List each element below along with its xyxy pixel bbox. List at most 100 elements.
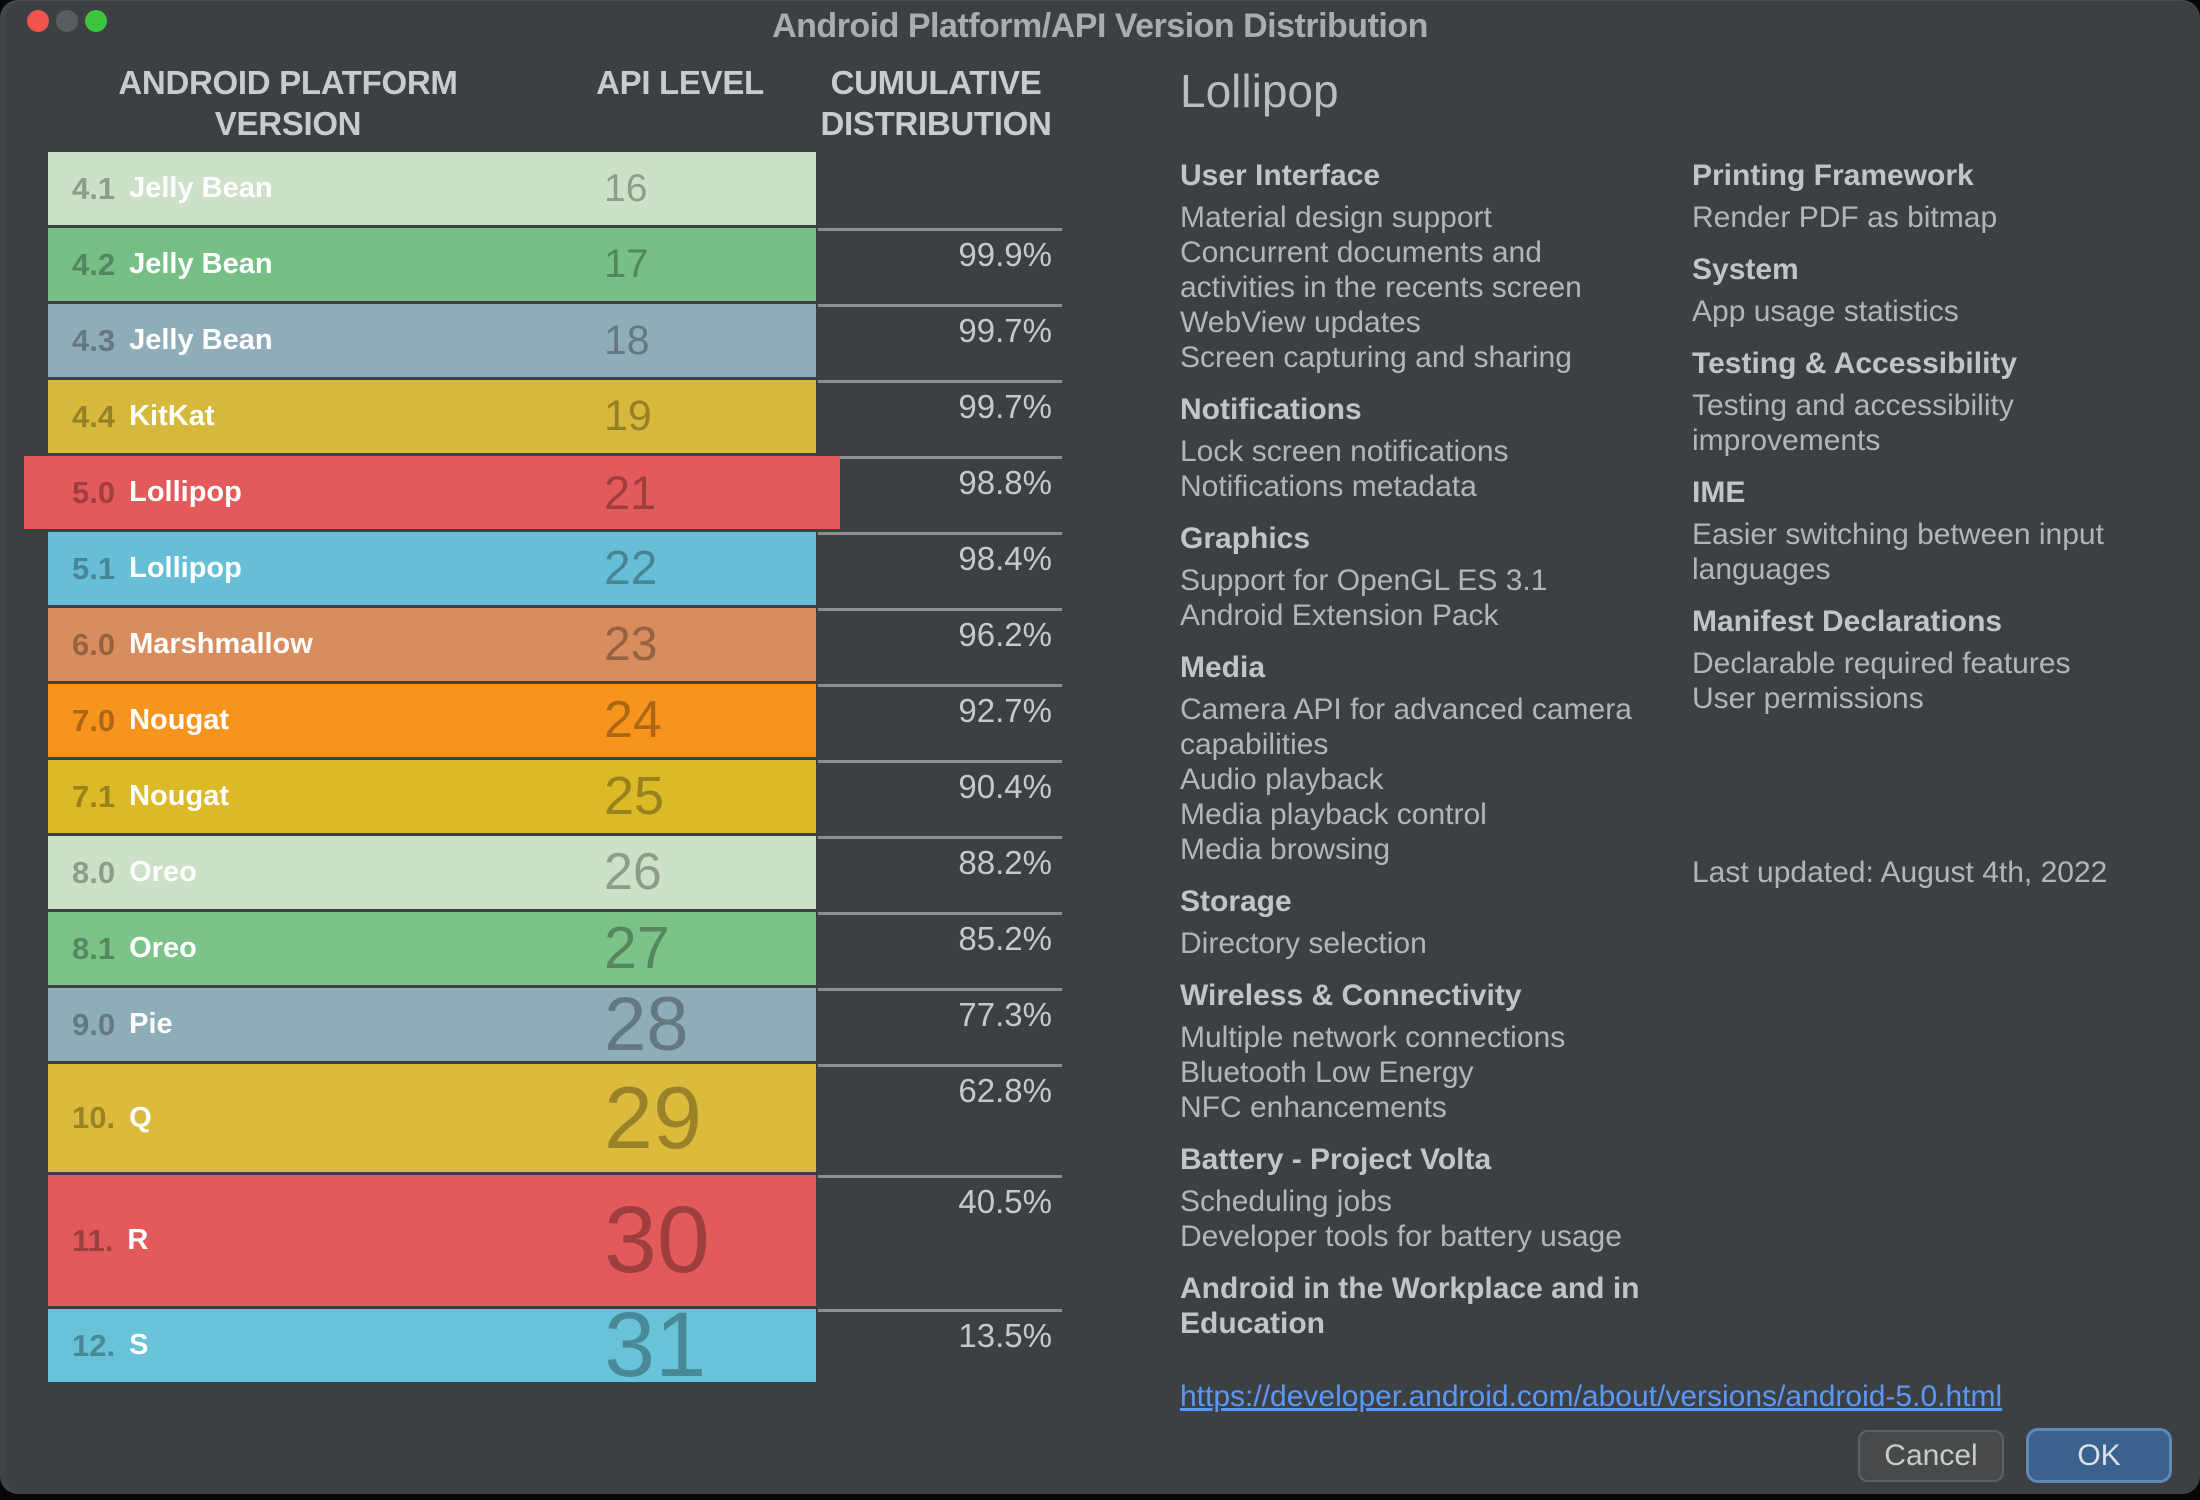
- platform-bar[interactable]: 7.0 Nougat 24: [48, 684, 816, 757]
- close-window-button[interactable]: [27, 10, 49, 32]
- api-level-value: 26: [604, 843, 662, 901]
- cumulative-distribution-cell: 90.4%: [818, 760, 1062, 833]
- platform-bar[interactable]: 8.1 Oreo 27: [48, 912, 816, 985]
- feature-section: IME Easier switching between input langua…: [1692, 475, 2170, 587]
- cumulative-distribution-cell: 40.5%: [818, 1175, 1062, 1306]
- table-row[interactable]: 8.0 Oreo 26 88.2%: [0, 836, 1100, 909]
- platform-bar[interactable]: 9.0 Pie 28: [48, 988, 816, 1061]
- platform-bar[interactable]: 5.1 Lollipop 22: [48, 532, 816, 605]
- feature-item: WebView updates: [1180, 306, 1421, 339]
- cumulative-distribution-value: 62.8%: [958, 1072, 1052, 1109]
- cancel-button[interactable]: Cancel: [1858, 1430, 2004, 1482]
- platform-codename: Marshmallow: [129, 628, 313, 660]
- feature-section-heading: Printing Framework: [1692, 159, 1974, 192]
- table-row[interactable]: 9.0 Pie 28 77.3%: [0, 988, 1100, 1061]
- platform-version-number: 6.0: [72, 626, 116, 662]
- platform-bar[interactable]: 4.2 Jelly Bean 17: [48, 228, 816, 301]
- platform-version-number: 8.1: [72, 930, 116, 966]
- feature-item: Notifications metadata: [1180, 470, 1477, 503]
- platform-codename: S: [129, 1329, 149, 1361]
- api-level-value: 24: [604, 691, 662, 749]
- cumulative-distribution-cell: 62.8%: [818, 1064, 1062, 1172]
- platform-label: 8.0 Oreo: [72, 836, 197, 909]
- column-header-cumulative-distribution: CUMULATIVE DISTRIBUTION: [820, 64, 1052, 142]
- platform-bar[interactable]: 5.0 Lollipop 21: [24, 456, 840, 529]
- platform-version-number: 8.0: [72, 854, 116, 890]
- feature-section: System App usage statistics: [1692, 252, 2170, 329]
- platform-bar[interactable]: 4.4 KitKat 19: [48, 380, 816, 453]
- platform-bar[interactable]: 6.0 Marshmallow 23: [48, 608, 816, 681]
- feature-item: Declarable required features: [1692, 647, 2071, 680]
- platform-label: 4.1 Jelly Bean: [72, 152, 273, 225]
- platform-label: 4.3 Jelly Bean: [72, 304, 273, 377]
- minimize-window-button[interactable]: [56, 10, 78, 32]
- feature-section: Storage Directory selection: [1180, 884, 1658, 961]
- api-level-value: 17: [604, 242, 649, 286]
- feature-section-heading: IME: [1692, 476, 1746, 509]
- platform-codename: KitKat: [129, 400, 215, 432]
- cumulative-distribution-value: 99.7%: [958, 388, 1052, 425]
- feature-item: Bluetooth Low Energy: [1180, 1056, 1474, 1089]
- table-row[interactable]: 7.1 Nougat 25 90.4%: [0, 760, 1100, 833]
- table-row[interactable]: 5.1 Lollipop 22 98.4%: [0, 532, 1100, 605]
- platform-bar[interactable]: 12. S 31: [48, 1309, 816, 1382]
- feature-section-heading: Media: [1180, 651, 1266, 684]
- cumulative-distribution-value: 98.4%: [958, 540, 1052, 577]
- cumulative-distribution-value: 92.7%: [958, 692, 1052, 729]
- platform-version-number: 7.1: [72, 778, 116, 814]
- table-row[interactable]: 6.0 Marshmallow 23 96.2%: [0, 608, 1100, 681]
- cumulative-distribution-value: 13.5%: [958, 1317, 1052, 1354]
- platform-label: 5.0 Lollipop: [72, 456, 242, 529]
- cumulative-distribution-value: 40.5%: [958, 1183, 1052, 1220]
- feature-item: App usage statistics: [1692, 295, 1959, 328]
- api-level-value: 27: [604, 915, 670, 981]
- feature-item: Directory selection: [1180, 927, 1427, 960]
- platform-codename: R: [127, 1224, 149, 1256]
- documentation-link[interactable]: https://developer.android.com/about/vers…: [1180, 1380, 2003, 1413]
- feature-item: User permissions: [1692, 682, 1924, 715]
- titlebar: Android Platform/API Version Distributio…: [0, 0, 2200, 45]
- platform-bar[interactable]: 7.1 Nougat 25: [48, 760, 816, 833]
- selected-version-title: Lollipop: [1180, 65, 1339, 117]
- platform-codename: Lollipop: [129, 476, 242, 508]
- column-header-platform-version: ANDROID PLATFORM VERSION: [118, 64, 458, 142]
- table-row[interactable]: 4.1 Jelly Bean 16: [0, 152, 1100, 225]
- table-row[interactable]: 5.0 Lollipop 21 98.8%: [0, 456, 1100, 529]
- platform-bar[interactable]: 11. R 30: [48, 1175, 816, 1306]
- platform-label: 10. Q: [72, 1064, 152, 1172]
- table-row[interactable]: 7.0 Nougat 24 92.7%: [0, 684, 1100, 757]
- table-row[interactable]: 4.2 Jelly Bean 17 99.9%: [0, 228, 1100, 301]
- api-level-value: 16: [604, 167, 648, 210]
- platform-label: 7.1 Nougat: [72, 760, 229, 833]
- table-row[interactable]: 4.4 KitKat 19 99.7%: [0, 380, 1100, 453]
- feature-section-heading: User Interface: [1180, 159, 1381, 192]
- cumulative-distribution-cell: 92.7%: [818, 684, 1062, 757]
- platform-version-number: 9.0: [72, 1006, 116, 1042]
- table-row[interactable]: 11. R 30 40.5%: [0, 1175, 1100, 1306]
- ok-button[interactable]: OK: [2026, 1428, 2172, 1483]
- feature-item: Developer tools for battery usage: [1180, 1220, 1622, 1253]
- table-row[interactable]: 12. S 31 13.5%: [0, 1309, 1100, 1382]
- cumulative-distribution-cell: 98.4%: [818, 532, 1062, 605]
- table-row[interactable]: 4.3 Jelly Bean 18 99.7%: [0, 304, 1100, 377]
- feature-column-right: Printing Framework Render PDF as bitmap Sy…: [1692, 158, 2170, 1358]
- column-header-api-level: API LEVEL: [596, 64, 764, 101]
- feature-item: Multiple network connections: [1180, 1021, 1566, 1054]
- feature-section: Printing Framework Render PDF as bitmap: [1692, 158, 2170, 235]
- feature-item: Media browsing: [1180, 833, 1391, 866]
- zoom-window-button[interactable]: [85, 10, 107, 32]
- platform-bar[interactable]: 8.0 Oreo 26: [48, 836, 816, 909]
- platform-label: 11. R: [72, 1175, 148, 1306]
- table-row[interactable]: 8.1 Oreo 27 85.2%: [0, 912, 1100, 985]
- platform-codename: Oreo: [129, 932, 197, 964]
- platform-version-number: 10.: [72, 1100, 116, 1135]
- api-level-value: 25: [604, 766, 665, 826]
- table-row[interactable]: 10. Q 29 62.8%: [0, 1064, 1100, 1172]
- platform-bar[interactable]: 4.1 Jelly Bean 16: [48, 152, 816, 225]
- feature-section-heading: Android in the Workplace and in Educatio…: [1180, 1272, 1640, 1340]
- cumulative-distribution-cell: 13.5%: [818, 1309, 1062, 1382]
- feature-section: Graphics Support for OpenGL ES 3.1 Android…: [1180, 521, 1658, 633]
- platform-bar[interactable]: 4.3 Jelly Bean 18: [48, 304, 816, 377]
- feature-item: NFC enhancements: [1180, 1091, 1447, 1124]
- platform-bar[interactable]: 10. Q 29: [48, 1064, 816, 1172]
